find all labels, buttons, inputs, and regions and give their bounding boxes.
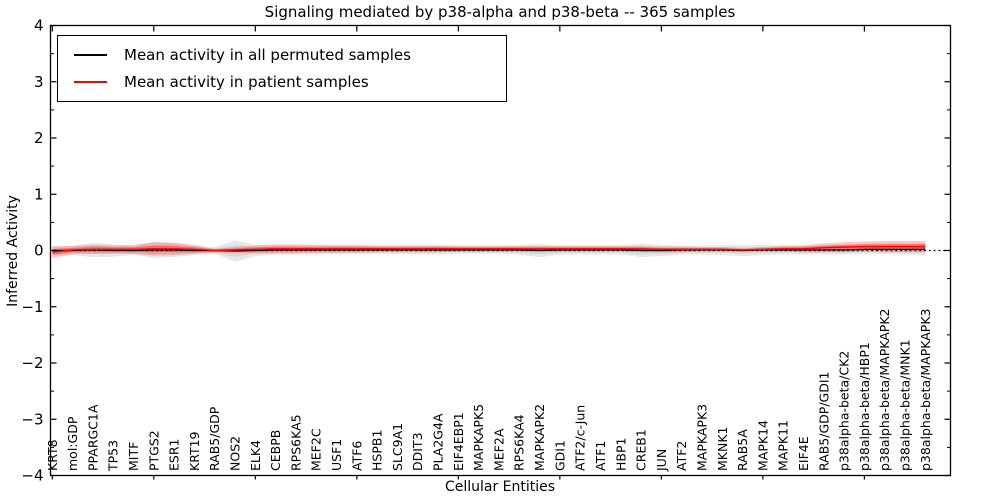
- x-tick-label: TP53: [106, 440, 121, 472]
- x-tick-label: JUN: [654, 449, 669, 472]
- x-tick-label: KRT8: [45, 439, 60, 471]
- x-tick-label: SLC9A1: [390, 423, 405, 471]
- x-tick-label: p38alpha-beta/MAPKAPK3: [918, 309, 933, 472]
- x-tick-label: MAPK11: [776, 420, 791, 471]
- x-tick-label: mol:GDP: [65, 416, 80, 471]
- legend: Mean activity in all permuted samples Me…: [57, 35, 507, 102]
- x-tick-label: PLA2G4A: [431, 413, 446, 471]
- x-tick-label: PPARGC1A: [85, 404, 100, 471]
- y-tick-label: −1: [21, 298, 43, 316]
- x-tick-label: p38alpha-beta/CK2: [837, 351, 852, 471]
- patient-mean-line: [52, 245, 926, 253]
- x-tick-label: p38alpha-beta/MAPKAPK2: [877, 309, 892, 472]
- x-tick-label: MITF: [126, 442, 141, 471]
- x-tick-label: MAPKAPK2: [532, 404, 547, 471]
- x-tick-label: RPS6KA4: [512, 414, 527, 471]
- x-tick-label: MAPKAPK5: [471, 404, 486, 471]
- x-tick-label: MAPKAPK3: [694, 404, 709, 471]
- legend-entry-permuted: Mean activity in all permuted samples: [58, 41, 506, 68]
- x-tick-label: USF1: [329, 439, 344, 471]
- x-tick-label: CEBPB: [268, 430, 283, 471]
- legend-entry-patient: Mean activity in patient samples: [58, 68, 506, 95]
- legend-label-permuted: Mean activity in all permuted samples: [124, 45, 411, 64]
- y-tick-label: 1: [34, 185, 44, 203]
- y-tick-label: 4: [34, 17, 44, 35]
- x-tick-label: ESR1: [167, 439, 182, 471]
- x-tick-label: HBP1: [613, 438, 628, 471]
- x-tick-label: MAPK14: [755, 420, 770, 471]
- x-tick-label: CREB1: [634, 429, 649, 471]
- x-tick-label: p38alpha-beta/HBP1: [857, 342, 872, 471]
- x-tick-label: RAB5A: [735, 429, 750, 471]
- y-tick-label: −3: [21, 410, 43, 428]
- x-tick-label: p38alpha-beta/MNK1: [897, 339, 912, 471]
- y-tick-label: 0: [34, 242, 44, 260]
- x-tick-label: NOS2: [228, 436, 243, 471]
- x-axis-label: Cellular Entities: [444, 479, 556, 495]
- x-tick-label: ATF1: [593, 441, 608, 471]
- x-tick-label: MKNK1: [715, 427, 730, 471]
- y-tick-label: 2: [34, 129, 44, 147]
- y-tick-label: −4: [21, 467, 43, 485]
- y-tick-label: −2: [21, 354, 43, 372]
- x-tick-label: EIF4E: [796, 436, 811, 471]
- x-tick-label: KRT19: [187, 431, 202, 471]
- x-tick-label: MEF2C: [309, 428, 324, 471]
- y-axis-label: Inferred Activity: [5, 195, 21, 307]
- x-tick-label: ATF2: [674, 441, 689, 471]
- patient-line-swatch-icon: [74, 80, 107, 83]
- x-tick-label: HSPB1: [370, 430, 385, 471]
- permuted-mean-line: [52, 248, 926, 252]
- y-tick-label: 3: [34, 73, 44, 91]
- legend-label-patient: Mean activity in patient samples: [124, 72, 369, 91]
- x-tick-label: MEF2A: [491, 428, 506, 471]
- x-tick-label: ATF2/c-Jun: [573, 405, 588, 471]
- x-tick-label: RAB5/GDP/GDI1: [816, 372, 831, 471]
- x-tick-label: ELK4: [248, 440, 263, 471]
- x-tick-label: RPS6KA5: [288, 414, 303, 471]
- x-tick-label: RAB5/GDP: [207, 406, 222, 471]
- x-tick-label: PTGS2: [146, 430, 161, 471]
- chart-title: Signaling mediated by p38-alpha and p38-…: [264, 3, 736, 21]
- x-tick-label: DDIT3: [410, 432, 425, 471]
- permuted-line-swatch-icon: [74, 53, 107, 56]
- x-tick-label: GDI1: [552, 440, 567, 471]
- x-tick-label: ATF6: [349, 441, 364, 471]
- x-tick-label: EIF4EBP1: [451, 412, 466, 471]
